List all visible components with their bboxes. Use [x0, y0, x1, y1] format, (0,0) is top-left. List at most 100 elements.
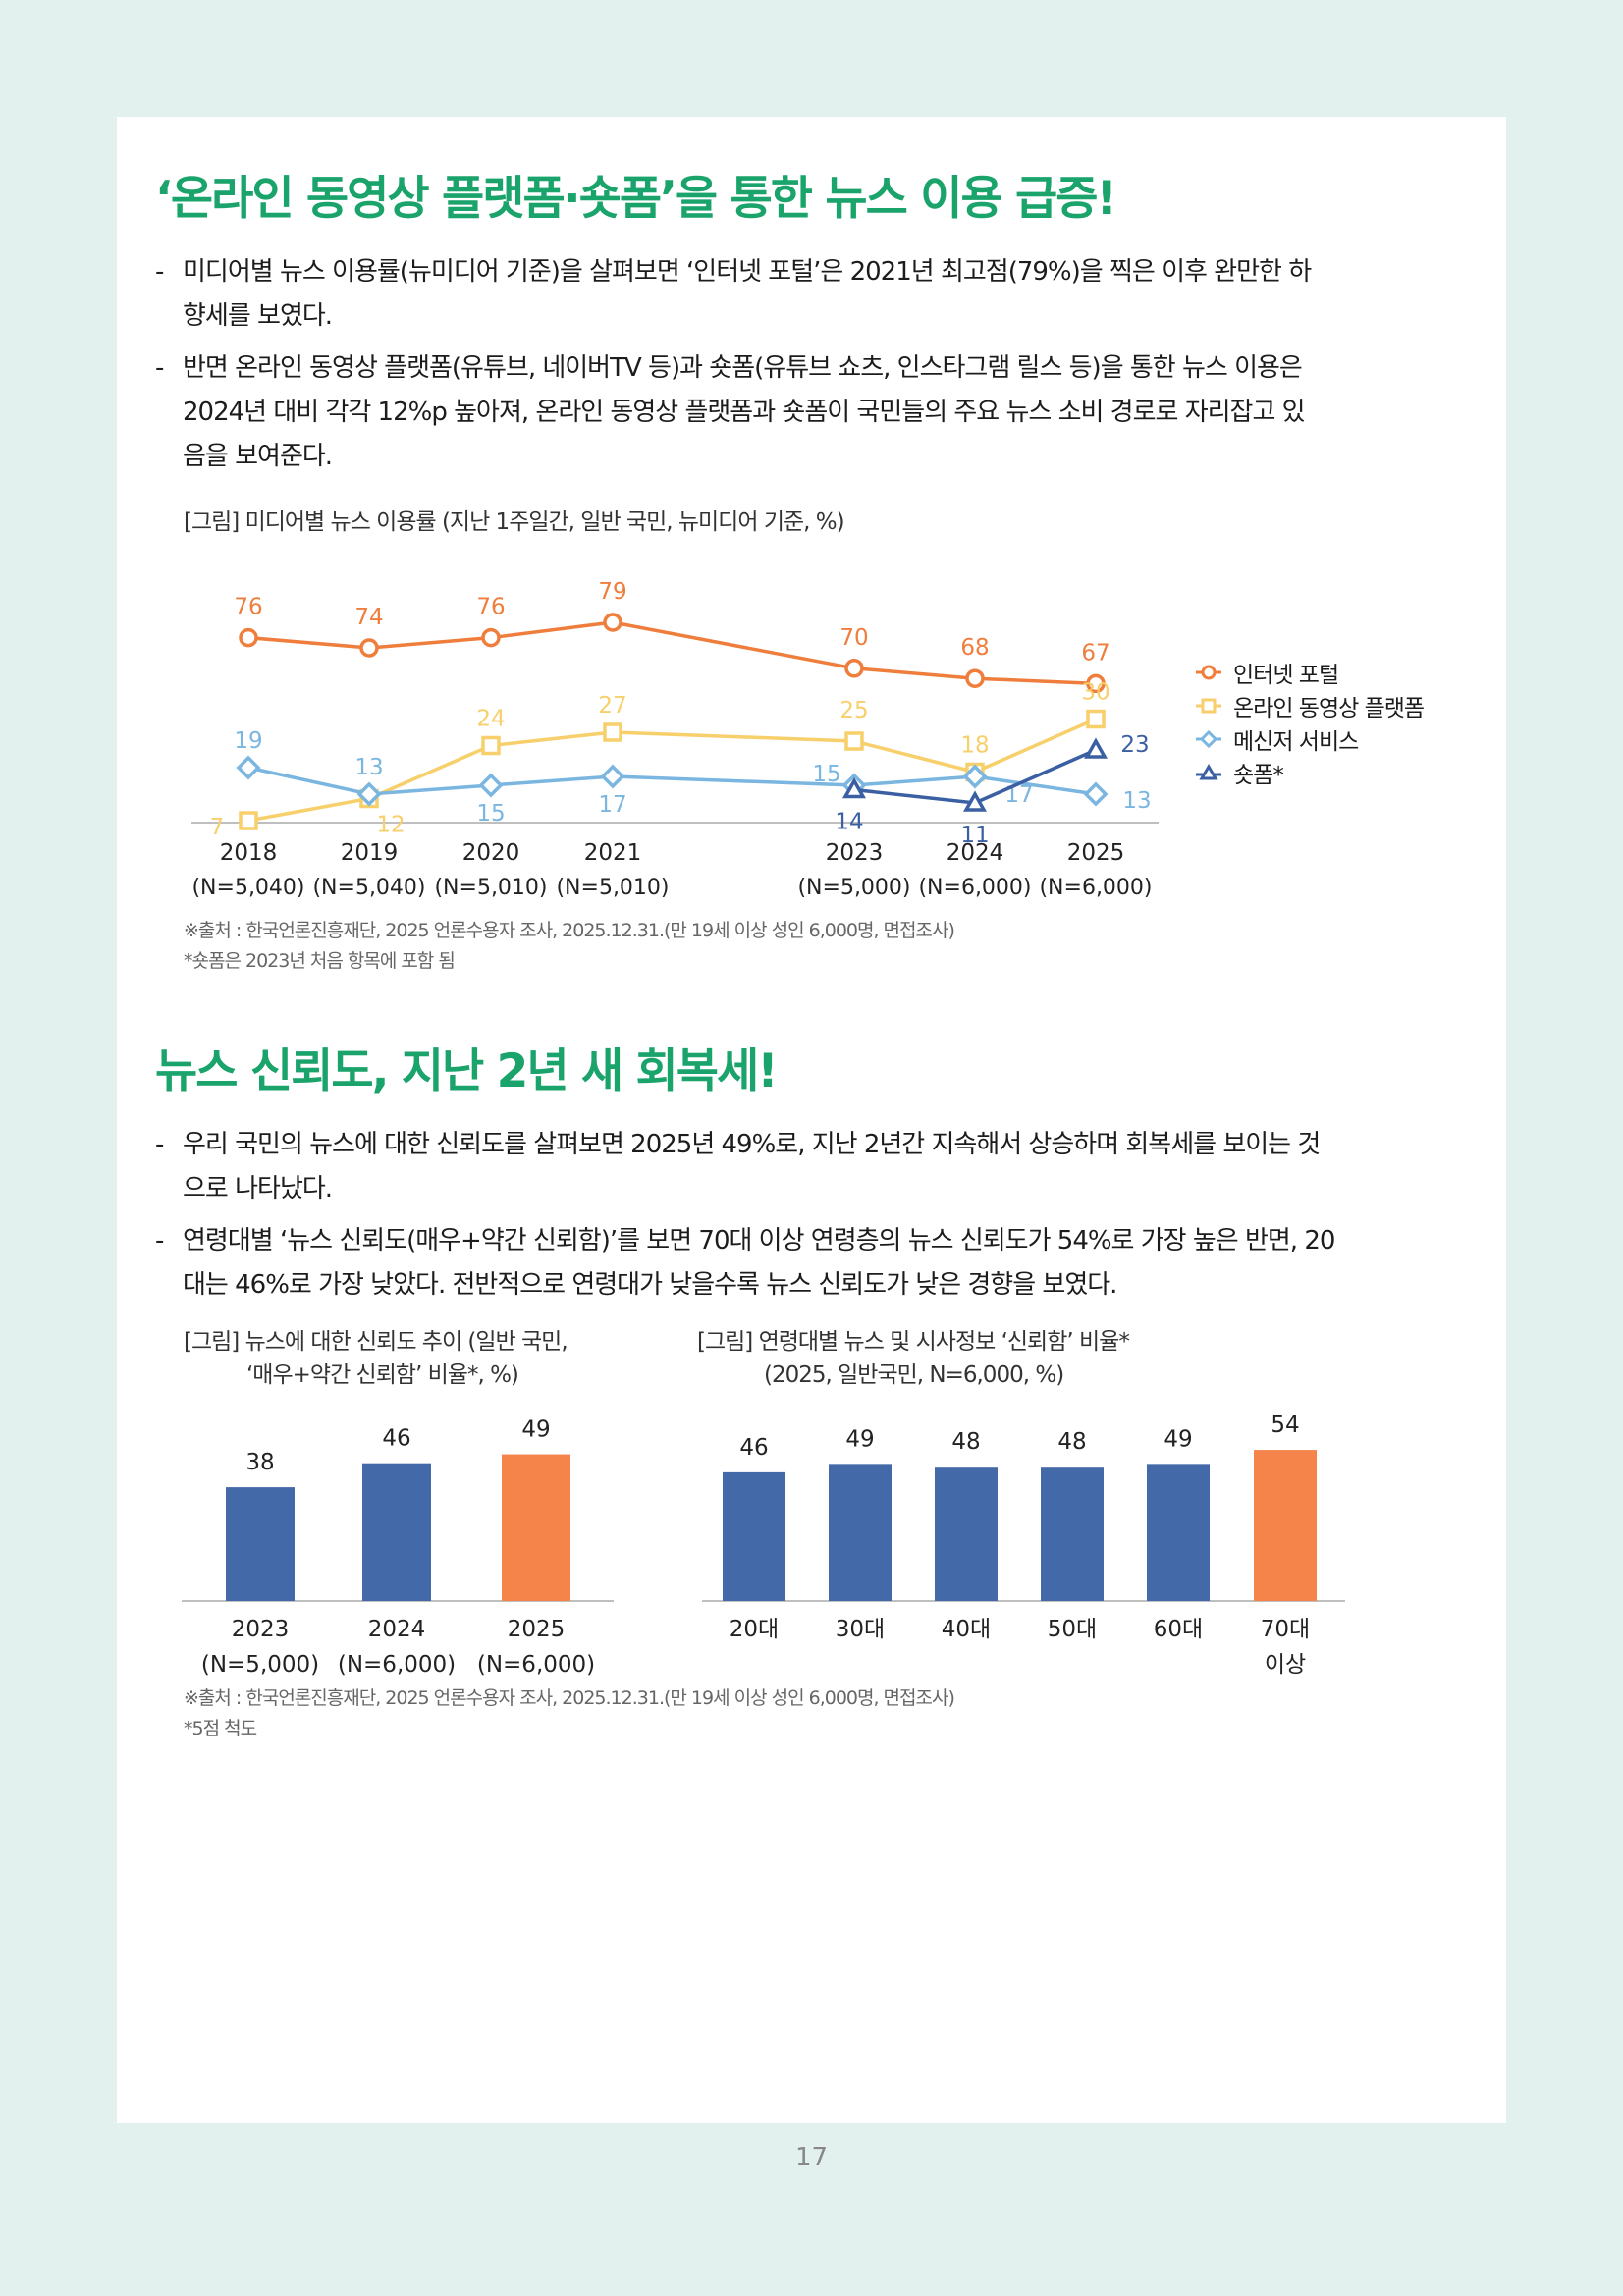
- bullet-dash: -: [155, 353, 164, 383]
- x-tick-label: 2024: [947, 840, 1004, 866]
- caption-line: [그림] 뉴스에 대한 신뢰도 추이 (일반 국민,: [184, 1329, 568, 1355]
- x-tick-label: 30대: [836, 1617, 885, 1642]
- legend-item-shortform: 숏폼*: [1196, 756, 1424, 789]
- legend-label: 온라인 동영상 플랫폼: [1233, 696, 1425, 721]
- data-point: [965, 668, 985, 688]
- data-label: 68: [960, 635, 989, 661]
- data-point: [1084, 737, 1108, 759]
- line-chart-caption: [그림] 미디어별 뉴스 이용률 (지난 1주일간, 일반 국민, 뉴미디어 기…: [184, 509, 845, 535]
- source-note: ※출처 : 한국언론진흥재단, 2025 언론수용자 조사, 2025.12.3…: [184, 1687, 955, 1709]
- x-tick-label: 2018: [220, 840, 278, 866]
- bullet-dash: -: [155, 1130, 164, 1159]
- x-tick-sublabel: 이상: [1265, 1652, 1306, 1678]
- bullet-line: 2024년 대비 각각 12%p 높아져, 온라인 동영상 플랫폼과 숏폼이 국…: [183, 398, 1306, 427]
- data-label: 27: [598, 693, 626, 719]
- footnote: *숏폼은 2023년 처음 항목에 포함 됨: [184, 950, 456, 972]
- data-label: 18: [960, 733, 989, 759]
- bullet: - 우리 국민의 뉴스에 대한 신뢰도를 살펴보면 2025년 49%로, 지난…: [155, 1123, 1471, 1211]
- x-tick-sublabel: (N=5,040): [312, 876, 425, 900]
- bullet-line: 향세를 보였다.: [183, 301, 333, 331]
- bar-value-label: 49: [845, 1426, 874, 1452]
- bar: [1041, 1467, 1104, 1601]
- x-tick-sublabel: (N=5,000): [797, 876, 910, 900]
- data-label: 70: [839, 625, 868, 651]
- legend-item-messenger: 메신저 서비스: [1196, 722, 1424, 756]
- bullet-dash: -: [155, 257, 164, 287]
- bullet-line: 음을 보여준다.: [183, 442, 333, 471]
- page-number: 17: [794, 2143, 829, 2172]
- bar-value-label: 49: [521, 1417, 550, 1443]
- bullet: - 반면 온라인 동영상 플랫폼(유튜브, 네이버TV 등)과 숏폼(유튜브 쇼…: [155, 347, 1471, 479]
- x-tick-label: 70대: [1261, 1617, 1310, 1642]
- x-tick-sublabel: (N=6,000): [338, 1652, 456, 1678]
- bullet-dash: -: [155, 1226, 164, 1255]
- bar: [829, 1464, 892, 1601]
- bar-value-label: 46: [739, 1435, 768, 1461]
- data-label: 30: [1081, 680, 1109, 706]
- x-tick-label: 2023: [232, 1617, 290, 1642]
- bar-value-label: 38: [245, 1450, 274, 1475]
- triangle-marker-icon: [1196, 764, 1221, 780]
- trust-trend-caption: [그림] 뉴스에 대한 신뢰도 추이 (일반 국민, ‘매우+약간 신뢰함’ 비…: [184, 1325, 568, 1392]
- data-point: [236, 755, 261, 780]
- section1-bullets: - 미디어별 뉴스 이용률(뉴미디어 기준)을 살펴보면 ‘인터넷 포털’은 2…: [155, 250, 1471, 487]
- x-tick-sublabel: (N=5,010): [556, 876, 669, 900]
- bar: [1147, 1464, 1210, 1601]
- trust-trend-bar-chart: 38 2023 (N=5,000) 46 2024 (N=6,000) 49 2025 (N=6…: [182, 1417, 614, 1678]
- x-tick-label: 2025: [1067, 840, 1125, 866]
- bullet-line: 대는 46%로 가장 낮았다. 전반적으로 연령대가 낮을수록 뉴스 신뢰도가 …: [183, 1270, 1117, 1300]
- bar-value-label: 49: [1163, 1426, 1192, 1452]
- x-tick-label: 60대: [1154, 1617, 1203, 1642]
- data-point: [1083, 781, 1109, 807]
- x-tick-sublabel: (N=5,010): [434, 876, 547, 900]
- data-label: 24: [476, 707, 505, 732]
- x-tick-label: 2019: [341, 840, 399, 866]
- data-label: 79: [598, 579, 626, 605]
- data-label: 76: [476, 595, 505, 620]
- bar-value-label: 48: [951, 1429, 980, 1455]
- bullet: - 미디어별 뉴스 이용률(뉴미디어 기준)을 살펴보면 ‘인터넷 포털’은 2…: [155, 250, 1471, 339]
- legend-label: 인터넷 포털: [1233, 663, 1339, 688]
- bar: [226, 1487, 295, 1601]
- data-label: 12: [376, 813, 405, 838]
- x-tick-label: 2021: [584, 840, 642, 866]
- bar: [723, 1471, 785, 1601]
- square-marker-icon: [1196, 698, 1221, 714]
- age-trust-caption: [그림] 연령대별 뉴스 및 시사정보 ‘신뢰함’ 비율* (2025, 일반국…: [697, 1325, 1130, 1392]
- data-label: 7: [210, 815, 225, 840]
- bullet-line: 반면 온라인 동영상 플랫폼(유튜브, 네이버TV 등)과 숏폼(유튜브 쇼츠,…: [183, 353, 1303, 383]
- bar-value-label: 46: [382, 1426, 410, 1452]
- data-point: [359, 638, 379, 658]
- x-tick-label: 2023: [826, 840, 884, 866]
- x-tick-label: 2024: [368, 1617, 426, 1642]
- data-label: 15: [812, 762, 840, 787]
- data-label: 14: [835, 810, 863, 835]
- data-point: [1086, 709, 1106, 729]
- legend-label: 숏폼*: [1233, 763, 1284, 788]
- bar: [1254, 1450, 1317, 1601]
- footnote: *5점 척도: [184, 1718, 257, 1739]
- bullet-line: 미디어별 뉴스 이용률(뉴미디어 기준)을 살펴보면 ‘인터넷 포털’은 202…: [183, 257, 1312, 287]
- data-point: [1086, 673, 1106, 694]
- source-note: ※출처 : 한국언론진흥재단, 2025 언론수용자 조사, 2025.12.3…: [184, 920, 955, 941]
- data-label: 23: [1120, 732, 1149, 758]
- data-label: 15: [476, 801, 505, 827]
- circle-marker-icon: [1196, 665, 1221, 680]
- bar: [502, 1454, 570, 1601]
- data-point: [481, 627, 501, 648]
- data-label: 74: [354, 605, 383, 630]
- x-tick-sublabel: (N=6,000): [477, 1652, 595, 1678]
- bullet-line: 으로 나타났다.: [183, 1174, 333, 1203]
- legend-item-video: 온라인 동영상 플랫폼: [1196, 689, 1425, 722]
- data-label: 11: [960, 823, 989, 848]
- data-label: 13: [354, 755, 383, 780]
- data-point: [356, 781, 382, 807]
- line-chart-legend: 인터넷 포털 온라인 동영상 플랫폼 메신저 서비스 숏폼*: [1196, 656, 1425, 789]
- section2-bullets: - 우리 국민의 뉴스에 대한 신뢰도를 살펴보면 2025년 49%로, 지난…: [155, 1123, 1471, 1315]
- data-point: [603, 722, 622, 742]
- x-tick-sublabel: (N=5,000): [201, 1652, 319, 1678]
- bullet-line: 우리 국민의 뉴스에 대한 신뢰도를 살펴보면 2025년 49%로, 지난 2…: [183, 1130, 1321, 1159]
- x-tick-sublabel: (N=6,000): [1039, 876, 1152, 900]
- section1-title: ‘온라인 동영상 플랫폼·숏폼’을 통한 뉴스 이용 급증!: [155, 172, 1117, 226]
